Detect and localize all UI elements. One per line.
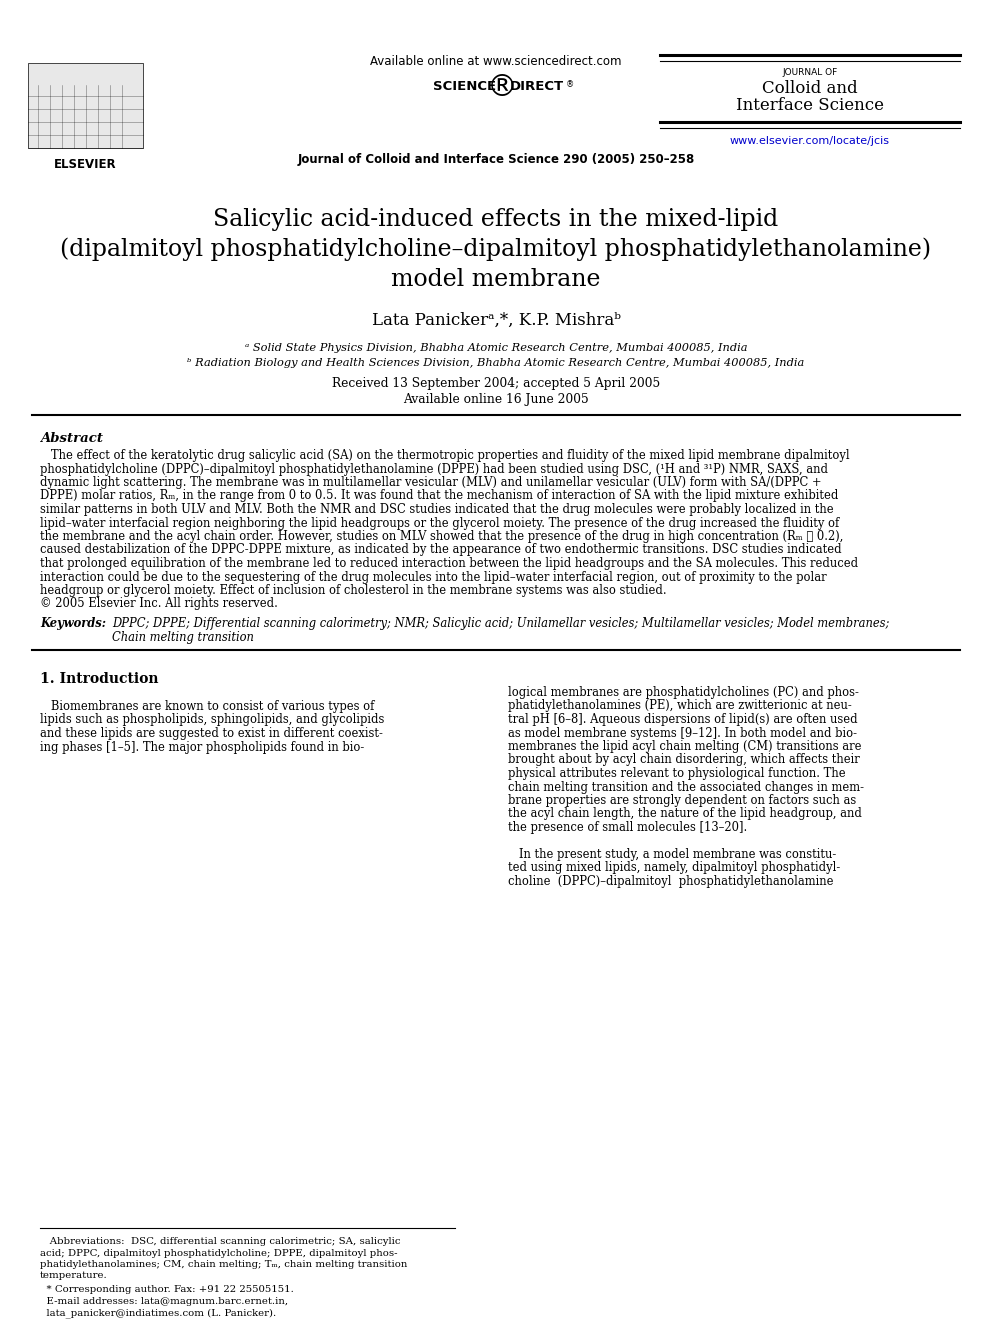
Text: Salicylic acid-induced effects in the mixed-lipid: Salicylic acid-induced effects in the mi… [213, 208, 779, 232]
Text: lata_panicker@indiatimes.com (L. Panicker).: lata_panicker@indiatimes.com (L. Panicke… [40, 1308, 276, 1318]
Text: Chain melting transition: Chain melting transition [112, 631, 254, 643]
Text: Journal of Colloid and Interface Science 290 (2005) 250–258: Journal of Colloid and Interface Science… [298, 153, 694, 165]
Text: brought about by acyl chain disordering, which affects their: brought about by acyl chain disordering,… [508, 754, 860, 766]
Text: physical attributes relevant to physiological function. The: physical attributes relevant to physiolo… [508, 767, 845, 781]
Text: ted using mixed lipids, namely, dipalmitoyl phosphatidyl-: ted using mixed lipids, namely, dipalmit… [508, 861, 840, 875]
Text: Lata Panickerᵃ,*, K.P. Mishraᵇ: Lata Panickerᵃ,*, K.P. Mishraᵇ [371, 312, 621, 329]
Text: Received 13 September 2004; accepted 5 April 2005: Received 13 September 2004; accepted 5 A… [332, 377, 660, 390]
Text: © 2005 Elsevier Inc. All rights reserved.: © 2005 Elsevier Inc. All rights reserved… [40, 598, 278, 610]
Text: ®: ® [487, 73, 517, 102]
Text: that prolonged equilibration of the membrane led to reduced interaction between : that prolonged equilibration of the memb… [40, 557, 858, 570]
Text: the acyl chain length, the nature of the lipid headgroup, and: the acyl chain length, the nature of the… [508, 807, 862, 820]
Text: lipid–water interfacial region neighboring the lipid headgroups or the glycerol : lipid–water interfacial region neighbori… [40, 516, 839, 529]
Text: phatidylethanolamines; CM, chain melting; Tₘ, chain melting transition: phatidylethanolamines; CM, chain melting… [40, 1259, 408, 1269]
Text: interaction could be due to the sequestering of the drug molecules into the lipi: interaction could be due to the sequeste… [40, 570, 826, 583]
Text: headgroup or glycerol moiety. Effect of inclusion of cholesterol in the membrane: headgroup or glycerol moiety. Effect of … [40, 583, 667, 597]
Text: DIRECT: DIRECT [510, 79, 564, 93]
Text: ing phases [1–5]. The major phospholipids found in bio-: ing phases [1–5]. The major phospholipid… [40, 741, 364, 754]
Text: Abstract: Abstract [40, 433, 103, 445]
Text: DPPE) molar ratios, Rₘ, in the range from 0 to 0.5. It was found that the mechan: DPPE) molar ratios, Rₘ, in the range fro… [40, 490, 838, 503]
Text: JOURNAL OF: JOURNAL OF [783, 67, 837, 77]
Text: chain melting transition and the associated changes in mem-: chain melting transition and the associa… [508, 781, 864, 794]
Text: 1. Introduction: 1. Introduction [40, 672, 159, 687]
Bar [28, 64, 143, 148]
Text: Biomembranes are known to consist of various types of: Biomembranes are known to consist of var… [40, 700, 374, 713]
Text: DPPC; DPPE; Differential scanning calorimetry; NMR; Salicylic acid; Unilamellar : DPPC; DPPE; Differential scanning calori… [112, 617, 890, 630]
Text: choline  (DPPC)–dipalmitoyl  phosphatidylethanolamine: choline (DPPC)–dipalmitoyl phosphatidyle… [508, 875, 833, 888]
Text: Available online 16 June 2005: Available online 16 June 2005 [403, 393, 589, 406]
Text: the membrane and the acyl chain order. However, studies on MLV showed that the p: the membrane and the acyl chain order. H… [40, 531, 843, 542]
Text: ᵃ Solid State Physics Division, Bhabha Atomic Research Centre, Mumbai 400085, In: ᵃ Solid State Physics Division, Bhabha A… [245, 343, 747, 353]
Text: phosphatidylcholine (DPPC)–dipalmitoyl phosphatidylethanolamine (DPPE) had been : phosphatidylcholine (DPPC)–dipalmitoyl p… [40, 463, 828, 475]
Text: Colloid and: Colloid and [762, 79, 858, 97]
Text: lipids such as phospholipids, sphingolipids, and glycolipids: lipids such as phospholipids, sphingolip… [40, 713, 384, 726]
Text: phatidylethanolamines (PE), which are zwitterionic at neu-: phatidylethanolamines (PE), which are zw… [508, 700, 852, 713]
Text: E-mail addresses: lata@magnum.barc.ernet.in,: E-mail addresses: lata@magnum.barc.ernet… [40, 1297, 288, 1306]
Text: as model membrane systems [9–12]. In both model and bio-: as model membrane systems [9–12]. In bot… [508, 726, 857, 740]
Text: In the present study, a model membrane was constitu-: In the present study, a model membrane w… [508, 848, 836, 861]
Text: (dipalmitoyl phosphatidylcholine–dipalmitoyl phosphatidylethanolamine): (dipalmitoyl phosphatidylcholine–dipalmi… [61, 237, 931, 261]
Text: The effect of the keratolytic drug salicylic acid (SA) on the thermotropic prope: The effect of the keratolytic drug salic… [40, 448, 849, 462]
Text: Available online at www.sciencedirect.com: Available online at www.sciencedirect.co… [370, 56, 622, 67]
Text: temperature.: temperature. [40, 1271, 108, 1281]
Text: ®: ® [566, 79, 574, 89]
Text: Interface Science: Interface Science [736, 97, 884, 114]
Text: model membrane: model membrane [391, 269, 601, 291]
Text: brane properties are strongly dependent on factors such as: brane properties are strongly dependent … [508, 794, 856, 807]
Text: acid; DPPC, dipalmitoyl phosphatidylcholine; DPPE, dipalmitoyl phos-: acid; DPPC, dipalmitoyl phosphatidylchol… [40, 1249, 398, 1257]
Text: Abbreviations:  DSC, differential scanning calorimetric; SA, salicylic: Abbreviations: DSC, differential scannin… [40, 1237, 401, 1246]
Text: dynamic light scattering. The membrane was in multilamellar vesicular (MLV) and : dynamic light scattering. The membrane w… [40, 476, 821, 490]
Text: logical membranes are phosphatidylcholines (PC) and phos-: logical membranes are phosphatidylcholin… [508, 687, 859, 699]
Text: Keywords:: Keywords: [40, 617, 106, 630]
Text: the presence of small molecules [13–20].: the presence of small molecules [13–20]. [508, 822, 747, 833]
Text: caused destabilization of the DPPC-DPPE mixture, as indicated by the appearance : caused destabilization of the DPPC-DPPE … [40, 544, 841, 557]
Text: SCIENCE: SCIENCE [433, 79, 496, 93]
Text: ᵇ Radiation Biology and Health Sciences Division, Bhabha Atomic Research Centre,: ᵇ Radiation Biology and Health Sciences … [187, 359, 805, 368]
Text: tral pH [6–8]. Aqueous dispersions of lipid(s) are often used: tral pH [6–8]. Aqueous dispersions of li… [508, 713, 858, 726]
Text: and these lipids are suggested to exist in different coexist-: and these lipids are suggested to exist … [40, 728, 383, 740]
Text: www.elsevier.com/locate/jcis: www.elsevier.com/locate/jcis [730, 136, 890, 146]
Text: membranes the lipid acyl chain melting (CM) transitions are: membranes the lipid acyl chain melting (… [508, 740, 861, 753]
Text: ELSEVIER: ELSEVIER [54, 157, 116, 171]
Text: similar patterns in both ULV and MLV. Both the NMR and DSC studies indicated tha: similar patterns in both ULV and MLV. Bo… [40, 503, 833, 516]
Text: * Corresponding author. Fax: +91 22 25505151.: * Corresponding author. Fax: +91 22 2550… [40, 1285, 294, 1294]
